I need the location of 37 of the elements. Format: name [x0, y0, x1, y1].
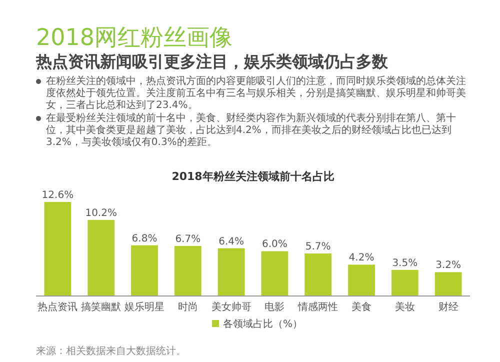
- x-tick-label: 美妆: [394, 301, 415, 313]
- bar: [391, 270, 418, 296]
- legend-label: 各领域占比（%）: [223, 318, 303, 330]
- data-label: 4.2%: [348, 252, 374, 264]
- x-tick-label: 热点资讯: [38, 301, 78, 313]
- data-label: 6.8%: [132, 233, 158, 244]
- bar: [434, 272, 462, 296]
- data-label: 6.0%: [262, 239, 288, 250]
- bar: [131, 245, 158, 296]
- data-label: 12.6%: [42, 190, 74, 201]
- bar: [261, 251, 288, 296]
- x-tick-label: 情感两性: [297, 301, 338, 313]
- x-tick-label: 美女帅哥: [211, 301, 252, 313]
- bar: [88, 220, 115, 296]
- x-tick-label: 时尚: [178, 301, 198, 313]
- x-tick-label: 娱乐明星: [124, 301, 164, 313]
- data-label: 5.7%: [305, 241, 331, 252]
- chart-title: 2018网红粉丝画像: [36, 24, 233, 53]
- bar: [218, 248, 245, 296]
- bar: [348, 264, 375, 296]
- bar: [304, 253, 332, 296]
- x-tick-label: 美食: [352, 301, 372, 313]
- text: 2018年粉丝关注领域前十名占比: [172, 170, 334, 183]
- annotation: 在最受粉丝关注领域的前十名中，美食、财经类内容作为新兴领域的代表分别排在第八、第十位，其中美食类更是超越了美妆，占比达到4.2%，而排在美妆之后的财经领域占比也已达到3.2%，与美妆领域仅有0.3%的差距。: [36, 113, 466, 149]
- data-label: 3.2%: [436, 260, 462, 272]
- annotation: 在粉丝关注的领域中，热点资讯方面的内容更能吸引人们的注意，而同时娱乐类领域的总体关注度依然处于领先位置。关注度前五名中有三名与娱乐相关，分别是搞笑幽默、娱乐明星和帅哥美女，三者占比总和达到了23.4%。: [36, 76, 466, 112]
- data-label: 6.4%: [218, 236, 244, 248]
- data-label: 10.2%: [85, 208, 117, 219]
- x-tick-label: 搞笑幽默: [81, 301, 122, 313]
- bar: [44, 202, 72, 296]
- data-label: 3.5%: [392, 258, 418, 269]
- data-label: 6.7%: [175, 234, 201, 246]
- source-note: 来源：相关数据来自大数据统计。: [36, 344, 186, 358]
- bar: [174, 246, 202, 296]
- x-tick-label: 电影: [264, 301, 285, 313]
- x-tick-label: 财经: [438, 301, 458, 313]
- chart-subtitle: 热点资讯新闻吸引更多注目，娱乐类领域仍占多数: [36, 52, 388, 73]
